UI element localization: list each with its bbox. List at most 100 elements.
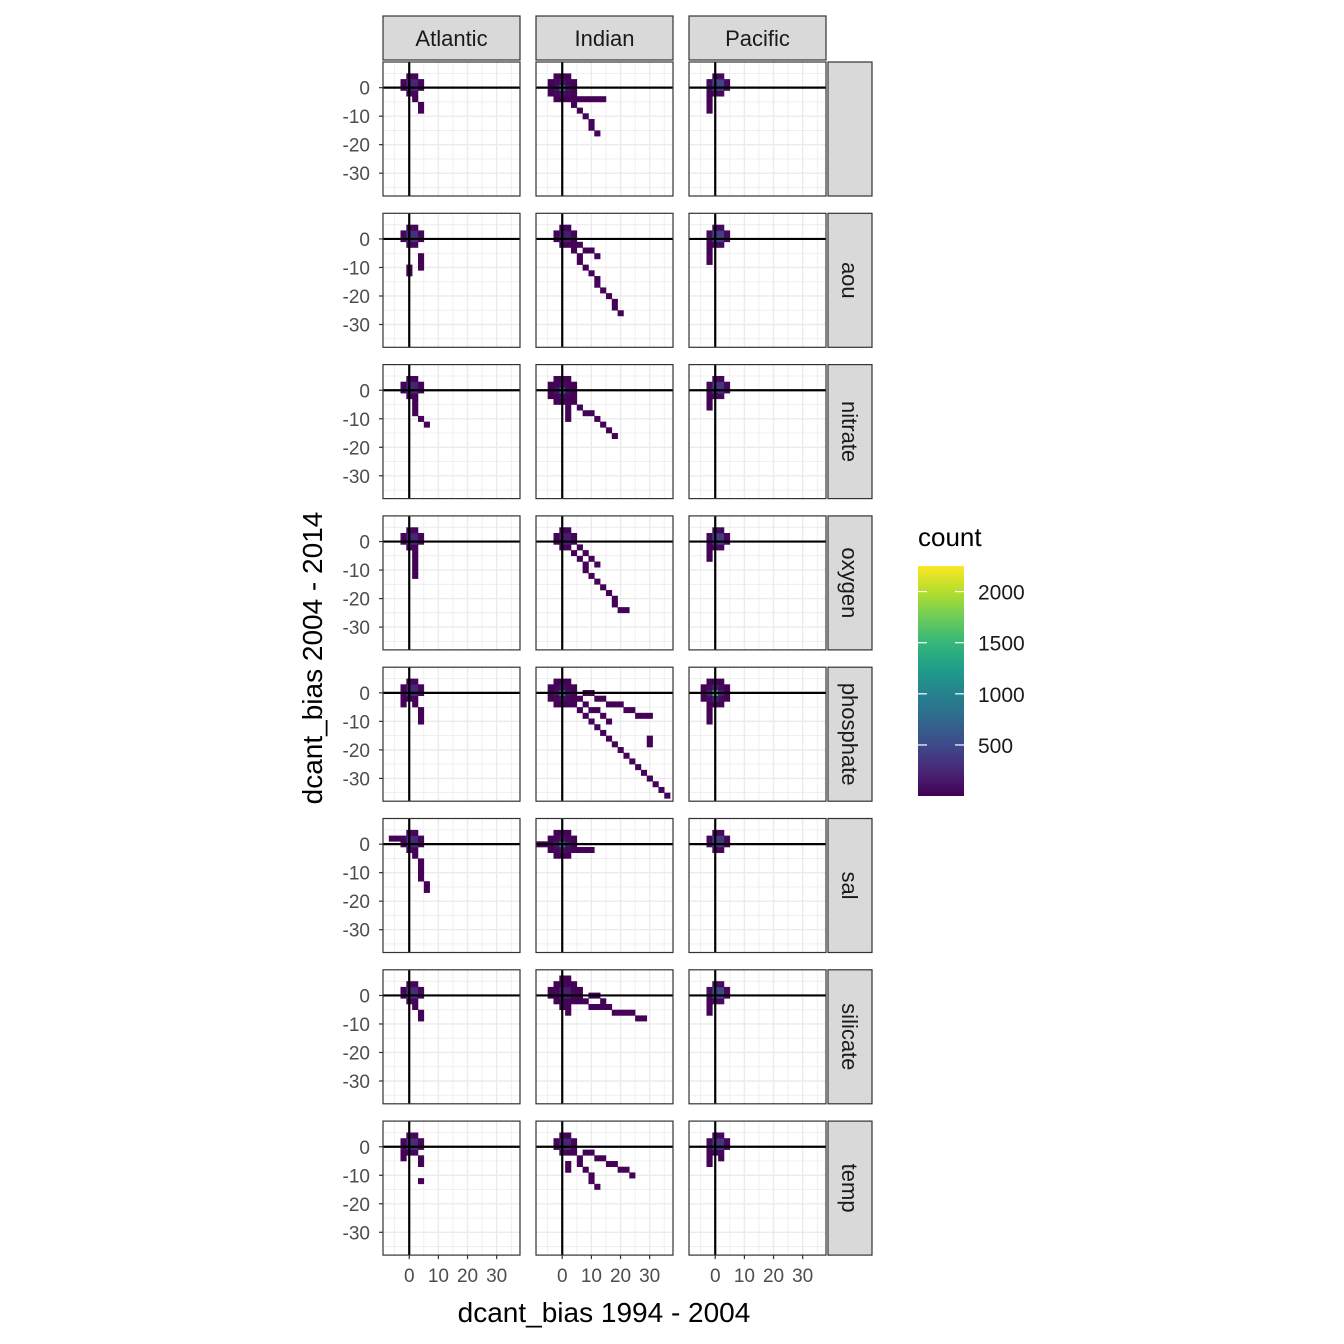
bin-cell bbox=[718, 684, 725, 691]
bin-cell bbox=[588, 555, 595, 562]
bin-cell bbox=[646, 712, 653, 719]
panel-border bbox=[535, 969, 674, 1105]
bin-cell bbox=[611, 601, 618, 608]
bin-cell bbox=[417, 1009, 425, 1016]
y-tick-label: 0 bbox=[359, 986, 370, 1007]
bin-cell bbox=[576, 707, 583, 714]
bin-cell bbox=[588, 847, 595, 854]
bin-cell bbox=[723, 986, 731, 993]
bin-cell bbox=[582, 1166, 589, 1173]
bin-cell bbox=[600, 998, 607, 1005]
bin-cell bbox=[718, 1138, 725, 1145]
y-tick-label: -20 bbox=[343, 590, 370, 611]
strip-background bbox=[827, 212, 873, 348]
bin-cell bbox=[553, 398, 560, 405]
bin-cell bbox=[547, 381, 554, 388]
bin-cell bbox=[565, 90, 572, 97]
bin-cell bbox=[565, 79, 572, 86]
legend-colorbar bbox=[918, 566, 964, 796]
strip-background bbox=[535, 15, 674, 61]
bin-cell bbox=[706, 544, 713, 551]
bin-cell bbox=[570, 1138, 578, 1145]
bin-cell bbox=[617, 310, 624, 317]
y-tick-label: -10 bbox=[343, 1166, 370, 1187]
bin-cell bbox=[706, 712, 713, 719]
y-tick-label: -10 bbox=[343, 712, 370, 733]
strip-background bbox=[827, 969, 873, 1105]
bin-cell bbox=[658, 786, 665, 793]
bin-cell bbox=[582, 264, 589, 271]
panel-atlantic-aou bbox=[382, 212, 521, 348]
bin-cell bbox=[605, 735, 613, 742]
bin-cell bbox=[623, 1166, 630, 1173]
bin-cell bbox=[553, 847, 560, 854]
bin-cell bbox=[582, 847, 589, 854]
bin-cell bbox=[623, 752, 630, 759]
bin-cell bbox=[611, 298, 618, 305]
bin-cell bbox=[400, 1155, 407, 1162]
bin-cell bbox=[553, 852, 560, 859]
bin-cell bbox=[594, 281, 601, 288]
bin-cell bbox=[553, 835, 560, 842]
bin-cell bbox=[605, 1161, 613, 1168]
bin-cell bbox=[553, 230, 560, 237]
bin-cell bbox=[588, 119, 595, 126]
bin-cell bbox=[629, 1009, 636, 1016]
panel-border bbox=[535, 515, 674, 651]
bin-cell bbox=[565, 981, 572, 988]
bin-cell bbox=[718, 90, 725, 97]
bin-cell bbox=[394, 835, 401, 842]
bin-cell bbox=[570, 695, 578, 702]
panel-border bbox=[382, 666, 521, 802]
bin-cell bbox=[565, 852, 572, 859]
bin-cell bbox=[565, 975, 572, 982]
bin-cell bbox=[611, 595, 618, 602]
bin-cell bbox=[412, 527, 419, 534]
bin-cell bbox=[706, 533, 713, 540]
panel-border bbox=[382, 61, 521, 197]
y-tick-label: -10 bbox=[343, 107, 370, 128]
panel-border bbox=[382, 515, 521, 651]
bin-cell bbox=[417, 712, 425, 719]
panel-border bbox=[688, 515, 827, 651]
panel-atlantic-temp bbox=[382, 1120, 521, 1256]
bin-cell bbox=[565, 1132, 572, 1139]
row-strip-none bbox=[827, 61, 873, 197]
bin-cell bbox=[576, 986, 583, 993]
bin-cell bbox=[723, 533, 731, 540]
bin-cell bbox=[594, 96, 601, 103]
y-tick-label: -30 bbox=[343, 1072, 370, 1093]
bin-cell bbox=[553, 684, 560, 691]
bin-cell bbox=[723, 835, 731, 842]
y-tick-label: -10 bbox=[343, 258, 370, 279]
bin-cell bbox=[588, 1149, 595, 1156]
bin-cell bbox=[718, 533, 725, 540]
bin-cell bbox=[547, 79, 554, 86]
bin-cell bbox=[718, 1149, 725, 1156]
bin-cell bbox=[718, 847, 725, 854]
panel-indian-temp bbox=[535, 1120, 674, 1256]
bin-cell bbox=[611, 304, 618, 311]
panel-indian-oxygen bbox=[535, 515, 674, 651]
bin-cell bbox=[723, 695, 731, 702]
panel-indian-none bbox=[535, 61, 674, 197]
bin-cell bbox=[635, 1015, 642, 1022]
bin-cell bbox=[412, 550, 419, 557]
bin-cell bbox=[412, 684, 419, 691]
bin-cell bbox=[412, 678, 419, 685]
bin-cell bbox=[400, 986, 407, 993]
x-tick-label: 10 bbox=[428, 1266, 449, 1287]
bin-cell bbox=[706, 241, 713, 248]
bin-cell bbox=[547, 847, 554, 854]
bin-cell bbox=[565, 1149, 572, 1156]
legend-break-label: 500 bbox=[978, 735, 1013, 758]
panel-pacific-temp bbox=[688, 1120, 827, 1256]
panel-indian-silicate bbox=[535, 969, 674, 1105]
y-tick-label: -20 bbox=[343, 1195, 370, 1216]
bin-cell bbox=[588, 124, 595, 131]
bin-cell bbox=[576, 404, 583, 411]
panel-border bbox=[382, 969, 521, 1105]
bin-cell bbox=[706, 258, 713, 265]
bin-cell bbox=[646, 741, 653, 748]
bin-cell bbox=[570, 398, 578, 405]
